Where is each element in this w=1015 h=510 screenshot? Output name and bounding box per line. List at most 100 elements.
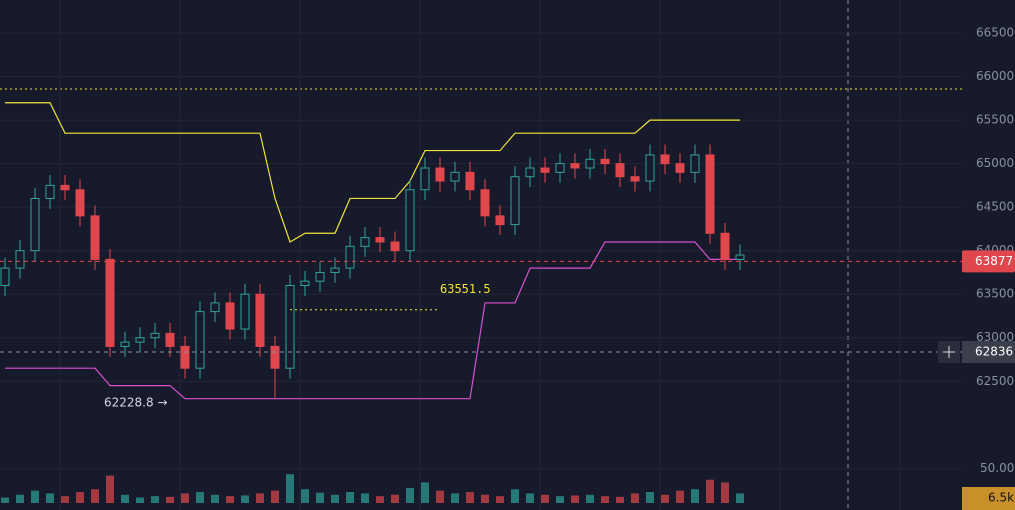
volume-bar [406,487,414,503]
candle-body [15,250,25,269]
volume-bar [571,495,579,503]
volume-bar [31,490,39,503]
volume-bar [136,497,144,503]
volume-bar [346,492,354,503]
volume-bar [241,495,249,503]
candle-body [585,158,595,169]
volume-bar [211,494,219,503]
candle-body [90,215,100,260]
candle-body [285,285,295,369]
volume-bar [706,479,714,503]
candle-body [405,189,415,252]
candle-body [615,163,625,178]
last-price-tag [962,250,1015,273]
candle-body [495,215,505,226]
volume-bar [196,492,204,503]
volume-bar [541,494,549,503]
candle-body [360,237,370,247]
volume-bar [616,496,624,503]
volume-bar [511,489,519,503]
volume-bar [106,475,114,503]
volume-bar [1,497,9,503]
candle-body [630,176,640,182]
volume-bar [436,490,444,503]
candle-body [195,311,205,369]
candle-body [240,293,250,330]
candle-body [375,237,385,243]
candle-body [345,245,355,269]
volume-bar [76,492,84,503]
last-price-label: 63877 [975,254,1013,268]
candle-body [645,154,655,182]
volume-bar [181,493,189,503]
candle-body [705,154,715,234]
volume-bar [166,496,174,503]
candle-body [210,302,220,313]
y-tick-label: 63500 [976,287,1014,301]
candle-body [120,341,130,347]
candle-body [390,241,400,252]
volume-bar [721,482,729,503]
candle-body [135,337,145,343]
candle-body [45,184,55,199]
candle-body [75,189,85,217]
volume-bar [151,496,159,503]
volume-bar [46,493,54,503]
candle-body [480,189,490,217]
volume-bar [421,482,429,503]
candle-body [720,232,730,260]
volume-bar [451,493,459,503]
candle-body [30,197,40,252]
volume-tag-label: 6.5k [988,491,1014,505]
volume-bar [271,490,279,503]
volume-bar [361,493,369,503]
volume-bar [91,489,99,503]
volume-bar [286,474,294,503]
volume-bar [736,493,744,503]
volume-bar [331,494,339,503]
candle-body [0,267,10,287]
lower-line [5,241,740,400]
volume-bar [226,496,234,503]
volume-bar [586,494,594,503]
annotation: 63551.5 [440,282,491,296]
candle-body [660,154,670,165]
volume-tag [962,487,1015,510]
candle-body [180,345,190,369]
cursor-plus-icon [943,346,955,359]
volume-bar [256,493,264,503]
candle-body [450,171,460,182]
candle-body [690,154,700,173]
volume-bar [526,493,534,503]
cursor-price-tag [962,341,1015,364]
y-tick-label: 65500 [976,113,1014,127]
volume-bar [676,490,684,503]
candle-body [510,176,520,226]
volume-bar [691,489,699,503]
volume-bar [661,494,669,503]
candle-body [540,167,550,173]
volume-bar [376,496,384,503]
volume-bar [16,494,24,503]
volume-bar [121,494,129,503]
candle-body [435,167,445,182]
volume-bar [631,493,639,503]
volume-bar [646,492,654,503]
candle-body [300,280,310,287]
candle-body [165,332,175,347]
candle-body [330,267,340,273]
upper-line [5,102,740,243]
y-tick-label: 64500 [976,200,1014,214]
y-tick-label: 65000 [976,156,1014,170]
volume-bar [301,489,309,503]
candle-body [570,163,580,169]
annotation: 62228.8 → [104,395,168,409]
candle-body [420,167,430,191]
volume-bar [61,496,69,503]
candle-body [60,184,70,191]
candle-body [270,345,280,369]
candle-body [150,332,160,339]
y-tick-label: 66000 [976,69,1014,83]
